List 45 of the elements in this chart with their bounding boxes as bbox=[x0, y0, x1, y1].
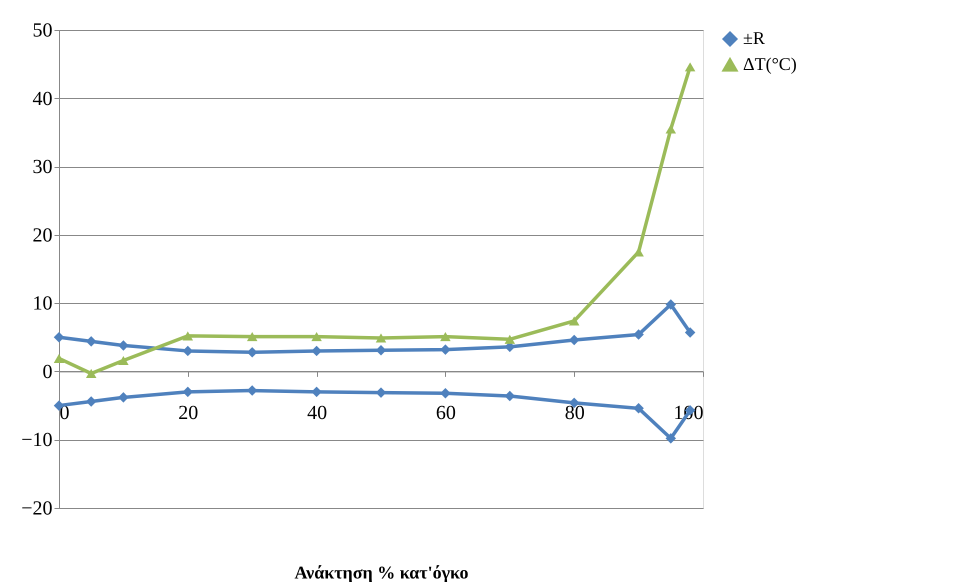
y-tick-label: 50 bbox=[32, 20, 52, 42]
point bbox=[118, 356, 129, 366]
point bbox=[246, 347, 258, 358]
point bbox=[684, 327, 696, 338]
y-tick-label: −20 bbox=[21, 498, 52, 520]
point bbox=[684, 62, 696, 72]
point bbox=[440, 344, 451, 355]
point bbox=[86, 336, 96, 347]
point bbox=[440, 332, 451, 342]
y-tick-label: 10 bbox=[32, 292, 52, 315]
y-tick-label: 20 bbox=[32, 224, 52, 246]
point bbox=[440, 388, 451, 399]
x-tick-label: 60 bbox=[436, 402, 456, 424]
point bbox=[118, 392, 129, 403]
point bbox=[54, 332, 64, 343]
point bbox=[568, 316, 580, 326]
point bbox=[376, 387, 386, 398]
point bbox=[246, 332, 258, 342]
point bbox=[666, 433, 676, 444]
point bbox=[86, 396, 96, 407]
point bbox=[633, 403, 644, 414]
legend-label: ±R bbox=[743, 28, 765, 48]
point bbox=[504, 334, 516, 344]
point bbox=[568, 334, 580, 346]
point bbox=[118, 340, 129, 351]
point bbox=[376, 333, 386, 343]
legend-label: ΔT(°C) bbox=[743, 54, 797, 74]
point bbox=[182, 331, 194, 340]
x-tick-label: 80 bbox=[564, 402, 585, 424]
y-tick-label: 0 bbox=[42, 360, 52, 383]
point bbox=[54, 354, 64, 363]
point bbox=[86, 368, 96, 378]
point bbox=[376, 345, 386, 356]
y-tick-label: 30 bbox=[32, 156, 52, 178]
point bbox=[311, 332, 322, 342]
x-axis-title: Ανάκτηση % κατ'όγκο bbox=[294, 562, 468, 582]
point bbox=[666, 124, 676, 134]
point bbox=[666, 299, 676, 310]
y-tick-label: 40 bbox=[32, 88, 52, 110]
x-tick-label: 40 bbox=[307, 402, 328, 424]
x-tick-label: 20 bbox=[178, 402, 198, 424]
y-tick-label: −10 bbox=[21, 429, 52, 452]
point bbox=[311, 346, 322, 356]
point bbox=[633, 329, 644, 340]
point bbox=[504, 390, 516, 402]
